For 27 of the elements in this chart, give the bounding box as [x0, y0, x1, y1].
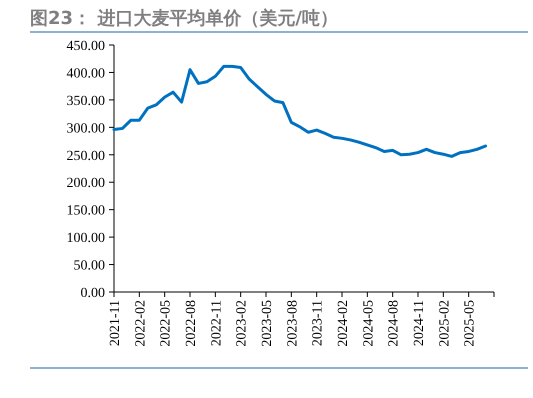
x-tick-label: 2024-05	[361, 300, 376, 347]
y-tick-label: 300.00	[66, 121, 105, 136]
x-tick-label: 2025-05	[462, 300, 478, 347]
x-tick-label: 2025-02	[437, 300, 452, 347]
y-tick-label: 150.00	[66, 204, 105, 219]
y-tick-label: 200.00	[66, 176, 105, 192]
x-tick-label: 2022-11	[209, 300, 224, 346]
y-tick-label: 400.00	[66, 66, 105, 82]
x-tick-label: 2024-02	[336, 300, 351, 347]
x-tick-label: 2022-02	[133, 300, 148, 347]
y-tick-label: 250.00	[66, 148, 105, 164]
x-tick-label: 2022-08	[184, 300, 199, 347]
y-tick-label: 50.00	[74, 258, 105, 274]
y-tick-label: 100.00	[66, 231, 105, 246]
x-tick-label: 2023-08	[285, 300, 300, 347]
x-tick-label: 2023-02	[234, 300, 250, 347]
y-tick-label: 450.00	[66, 39, 105, 54]
x-tick-label: 2021-11	[108, 300, 123, 346]
x-tick-label: 2024-08	[386, 300, 402, 347]
line-series	[112, 64, 488, 158]
y-tick-label: 0.00	[80, 286, 105, 301]
x-tick-label: 2022-05	[158, 300, 174, 347]
x-tick-label: 2023-11	[310, 300, 326, 346]
y-tick-label: 350.00	[66, 94, 105, 109]
x-tick-label: 2024-11	[412, 300, 427, 346]
title: 图23： 进口大麦平均单价（美元/吨）	[30, 8, 338, 29]
x-tick-label: 2023-05	[260, 300, 275, 347]
